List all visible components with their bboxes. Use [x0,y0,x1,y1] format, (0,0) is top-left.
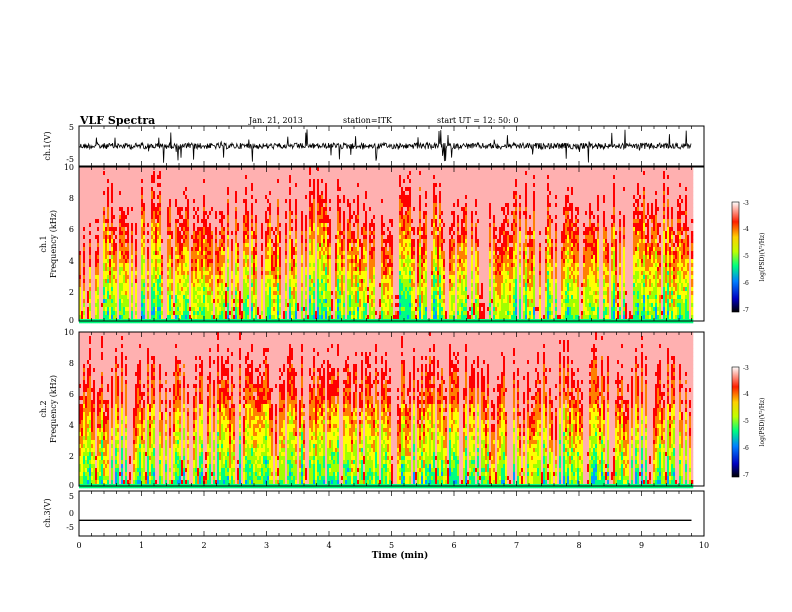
spec1-ytick-4: 4 [69,257,74,266]
ch1-spectrogram-panel: 0 2 4 6 8 10 ch.1 Frequency (kHz) -3 -4 … [39,163,766,325]
xtick-label-4: 4 [326,541,331,550]
spec2-cbtick-7: -7 [743,472,749,479]
spec2-cbtick-6: -6 [743,445,749,452]
xtick-label-1: 1 [139,541,144,550]
ch3-waveform-panel: 5 0 -5 ch.3(V) [43,490,705,537]
spec2-ytick-6: 6 [69,390,74,399]
start-time-label: start UT = 12: 50: 0 [437,116,518,125]
spec2-cbtick-5: -5 [743,418,749,425]
xtick-label-8: 8 [576,541,581,550]
ch1-waveform-panel: 5 -5 ch.1(V) [43,123,705,167]
chart-title: VLF Spectra [80,114,155,127]
ch2-spectrogram-panel: 0 2 4 6 8 10 ch.2 Frequency (kHz) -3 -4 … [39,328,766,490]
xtick-label-0: 0 [76,541,81,550]
ch1-spectrogram-image [79,167,694,324]
ch1-ytick-bottom: -5 [66,155,74,164]
spec2-ytick-8: 8 [69,359,74,368]
axis-tick-marks [78,126,705,536]
spec2-ylabel-frequency: Frequency (kHz) [49,375,58,443]
spec2-ytick-4: 4 [69,421,74,430]
spec1-ytick-10: 10 [64,163,74,172]
ch3-ylabel: ch.3(V) [43,498,52,527]
spec1-cbtick-3: -3 [743,200,749,207]
ch3-ytick-mid: 0 [69,509,74,518]
spec1-cbtick-6: -6 [743,280,749,287]
spec2-cbtick-4: -4 [743,391,749,398]
spec2-cbtick-3: -3 [743,365,749,372]
xtick-label-2: 2 [201,541,206,550]
ch2-spectrogram-image [79,332,694,489]
ch3-ytick-bottom: -5 [66,523,74,532]
spec2-colorbar-label: log(PSD)(V²/Hz) [759,398,766,447]
date-label: Jan. 21, 2013 [249,116,303,125]
spec1-ytick-8: 8 [69,194,74,203]
tick-marks [78,126,705,536]
spec1-ytick-6: 6 [69,225,74,234]
time-axis: Time (min) 0 1 2 3 4 5 6 7 8 9 10 [76,541,709,561]
ch1-ylabel: ch.1(V) [43,131,52,160]
xtick-label-10: 10 [699,541,709,550]
spec2-ytick-10: 10 [64,328,74,337]
spec2-ytick-0: 0 [69,481,74,490]
spec1-colorbar-label: log(PSD)(V²/Hz) [759,233,766,282]
ch3-waveform-frame [78,490,705,537]
xtick-label-5: 5 [389,541,394,550]
ch1-waveform-trace [78,129,692,163]
spec1-cbtick-5: -5 [743,253,749,260]
spec1-colorbar [731,201,740,313]
xtick-label-9: 9 [639,541,644,550]
spec1-cbtick-4: -4 [743,226,749,233]
time-axis-label: Time (min) [372,550,429,561]
spec1-ylabel-channel: ch.1 [39,235,48,252]
spec2-colorbar [731,366,740,478]
xtick-label-3: 3 [264,541,269,550]
xtick-label-7: 7 [514,541,519,550]
ch1-ytick-top: 5 [69,123,74,132]
spec1-ytick-0: 0 [69,316,74,325]
spec2-ylabel-channel: ch.2 [39,400,48,417]
spec1-ylabel-frequency: Frequency (kHz) [49,210,58,278]
station-label: station=ITK [343,116,392,125]
spec1-cbtick-7: -7 [743,307,749,314]
xtick-label-6: 6 [451,541,456,550]
ch3-ytick-top: 5 [69,492,74,501]
spec1-ytick-2: 2 [69,288,74,297]
spec2-ytick-2: 2 [69,452,74,461]
